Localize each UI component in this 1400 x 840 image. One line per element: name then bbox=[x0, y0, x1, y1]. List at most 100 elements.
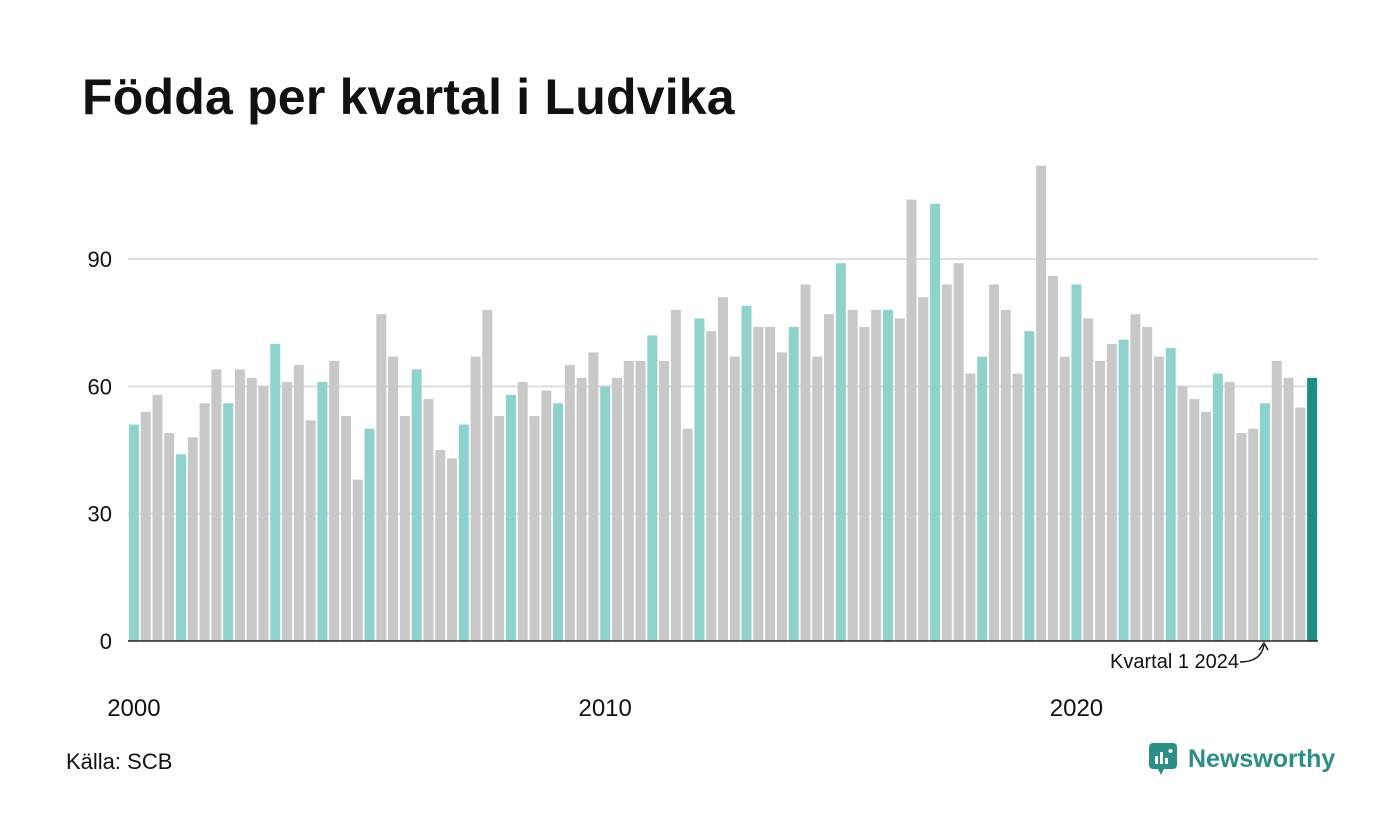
bar bbox=[470, 356, 481, 641]
bar bbox=[647, 335, 658, 641]
bar bbox=[399, 416, 410, 641]
bar bbox=[847, 309, 858, 641]
bar bbox=[989, 284, 999, 641]
bar bbox=[918, 297, 929, 641]
bar bbox=[564, 365, 575, 641]
bar bbox=[199, 403, 210, 641]
bar bbox=[364, 428, 375, 641]
bar bbox=[423, 399, 434, 641]
bar bbox=[1212, 373, 1223, 641]
bar bbox=[659, 360, 670, 641]
bar bbox=[164, 433, 175, 641]
bar bbox=[682, 428, 693, 641]
bar bbox=[1012, 373, 1023, 641]
bar bbox=[176, 454, 187, 641]
source-label: Källa: SCB bbox=[66, 749, 173, 774]
bar bbox=[588, 352, 599, 641]
bar bbox=[1059, 356, 1070, 641]
bar bbox=[635, 360, 646, 641]
bar bbox=[293, 365, 304, 641]
bar bbox=[1224, 382, 1235, 641]
bar bbox=[1259, 403, 1270, 641]
bar bbox=[824, 314, 835, 641]
bar bbox=[1106, 343, 1117, 641]
bar bbox=[718, 297, 728, 641]
bar bbox=[859, 326, 870, 641]
bar bbox=[305, 420, 316, 641]
bar bbox=[729, 356, 740, 641]
bar bbox=[600, 386, 611, 641]
brand-name: Newsworthy bbox=[1188, 744, 1336, 773]
bar bbox=[1271, 360, 1282, 641]
bar bbox=[623, 360, 634, 641]
bar bbox=[505, 394, 516, 641]
bar bbox=[340, 416, 351, 641]
y-axis-tick-labels: 0 30 60 90 bbox=[88, 247, 112, 654]
bar bbox=[435, 450, 446, 641]
bar bbox=[812, 356, 823, 641]
bar bbox=[329, 360, 340, 641]
latest-annotation-label: Kvartal 1 2024 bbox=[1110, 651, 1239, 673]
bar bbox=[1165, 348, 1176, 641]
bar bbox=[1295, 407, 1306, 641]
bar bbox=[694, 318, 705, 641]
bar bbox=[894, 318, 905, 641]
bar bbox=[553, 403, 564, 641]
bar bbox=[882, 309, 893, 641]
bar bbox=[1307, 377, 1318, 641]
bar bbox=[447, 458, 457, 641]
bar bbox=[1201, 411, 1212, 641]
bar bbox=[835, 263, 846, 641]
y-tick-label: 90 bbox=[88, 247, 112, 272]
bar bbox=[1189, 399, 1200, 641]
bar bbox=[187, 437, 198, 641]
bar bbox=[788, 326, 799, 641]
bar bbox=[706, 331, 717, 641]
bar bbox=[388, 356, 399, 641]
bar bbox=[317, 382, 328, 641]
bar bbox=[611, 377, 622, 641]
bar bbox=[1118, 339, 1129, 641]
bar bbox=[494, 416, 505, 641]
bar bbox=[258, 386, 269, 641]
bar bbox=[223, 403, 234, 641]
bar bbox=[871, 309, 882, 641]
bar bbox=[1000, 309, 1011, 641]
latest-annotation: Kvartal 1 2024 bbox=[1110, 641, 1269, 673]
bar bbox=[1036, 165, 1047, 641]
bar bbox=[930, 203, 941, 641]
bar bbox=[1024, 331, 1035, 641]
brand-logo: Newsworthy bbox=[1148, 742, 1335, 776]
bar bbox=[1095, 360, 1106, 641]
x-tick-label: 2010 bbox=[578, 695, 631, 722]
bar bbox=[906, 199, 917, 641]
bar bbox=[965, 373, 976, 641]
bar bbox=[741, 305, 752, 641]
bar bbox=[1236, 433, 1247, 641]
annotation-arrowhead bbox=[1258, 641, 1269, 651]
x-tick-label: 2000 bbox=[107, 695, 160, 722]
bar bbox=[1248, 428, 1259, 641]
bar bbox=[1130, 314, 1141, 641]
bar bbox=[670, 309, 681, 641]
bar bbox=[941, 284, 952, 641]
bar bbox=[140, 411, 151, 641]
bar bbox=[482, 309, 493, 641]
annotation-arrow bbox=[1239, 644, 1265, 663]
bar bbox=[411, 369, 422, 641]
bar bbox=[1153, 356, 1164, 641]
bar bbox=[753, 326, 764, 641]
bar bbox=[211, 369, 222, 641]
bar bbox=[458, 424, 469, 641]
x-tick-label: 2020 bbox=[1050, 695, 1103, 722]
bar bbox=[152, 394, 163, 641]
bar bbox=[541, 390, 552, 641]
bar bbox=[1071, 284, 1082, 641]
bar bbox=[352, 479, 363, 641]
bar bbox=[282, 382, 293, 641]
bar bbox=[765, 326, 776, 641]
bars bbox=[128, 165, 1318, 641]
y-tick-label: 30 bbox=[88, 502, 112, 527]
bar bbox=[128, 424, 139, 641]
bar bbox=[376, 314, 387, 641]
